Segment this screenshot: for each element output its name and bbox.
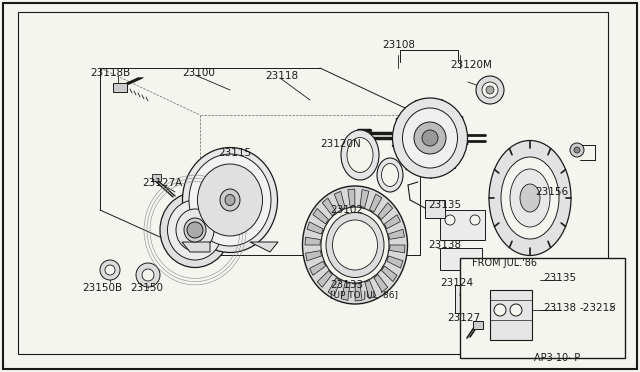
Ellipse shape xyxy=(520,184,540,212)
Circle shape xyxy=(476,76,504,104)
Polygon shape xyxy=(305,237,321,245)
Ellipse shape xyxy=(501,157,559,239)
Bar xyxy=(490,290,532,340)
Text: -23215: -23215 xyxy=(580,303,617,313)
Polygon shape xyxy=(334,191,345,209)
Text: 23115: 23115 xyxy=(218,148,251,158)
Polygon shape xyxy=(390,245,405,253)
Circle shape xyxy=(105,265,115,275)
Polygon shape xyxy=(310,261,326,275)
Circle shape xyxy=(414,122,446,154)
Text: [UP TO JUL.'86]: [UP TO JUL.'86] xyxy=(330,292,398,301)
Ellipse shape xyxy=(321,207,389,283)
Polygon shape xyxy=(365,280,376,299)
Polygon shape xyxy=(385,215,401,229)
Ellipse shape xyxy=(347,138,373,173)
Text: 23102: 23102 xyxy=(330,205,363,215)
Polygon shape xyxy=(307,222,323,234)
Ellipse shape xyxy=(377,158,403,192)
Ellipse shape xyxy=(489,141,571,256)
Circle shape xyxy=(494,304,506,316)
Circle shape xyxy=(470,215,480,225)
Text: FROM JUL.'86: FROM JUL.'86 xyxy=(472,258,537,268)
Polygon shape xyxy=(360,190,369,208)
Bar xyxy=(152,174,161,181)
Text: 23118B: 23118B xyxy=(90,68,131,78)
Polygon shape xyxy=(317,271,332,287)
Text: 23150: 23150 xyxy=(130,283,163,293)
Ellipse shape xyxy=(392,98,467,178)
Ellipse shape xyxy=(225,195,235,205)
Circle shape xyxy=(574,147,580,153)
Ellipse shape xyxy=(160,192,230,267)
Bar xyxy=(460,258,625,358)
Circle shape xyxy=(136,263,160,287)
Text: 23133: 23133 xyxy=(330,280,363,290)
Text: 23127: 23127 xyxy=(447,313,480,323)
Ellipse shape xyxy=(333,220,378,270)
Circle shape xyxy=(422,130,438,146)
Circle shape xyxy=(486,86,494,94)
Polygon shape xyxy=(369,194,382,212)
Bar xyxy=(473,321,483,329)
Text: 23120M: 23120M xyxy=(450,60,492,70)
Ellipse shape xyxy=(176,209,214,251)
Circle shape xyxy=(460,290,470,300)
Text: 23100: 23100 xyxy=(182,68,215,78)
Ellipse shape xyxy=(182,148,278,253)
Text: 23156: 23156 xyxy=(535,187,568,197)
Polygon shape xyxy=(355,283,362,301)
Circle shape xyxy=(100,260,120,280)
Circle shape xyxy=(482,82,498,98)
Polygon shape xyxy=(374,275,388,292)
Ellipse shape xyxy=(341,130,379,180)
Text: 23150B: 23150B xyxy=(82,283,122,293)
Ellipse shape xyxy=(326,212,384,278)
Polygon shape xyxy=(323,198,336,215)
Circle shape xyxy=(570,143,584,157)
Text: 23135: 23135 xyxy=(543,273,576,283)
Bar xyxy=(425,200,445,218)
Polygon shape xyxy=(387,256,403,268)
Text: 23118: 23118 xyxy=(265,71,298,81)
Ellipse shape xyxy=(510,169,550,227)
Polygon shape xyxy=(328,278,340,296)
Text: 23108: 23108 xyxy=(382,40,415,50)
Polygon shape xyxy=(313,208,328,224)
Circle shape xyxy=(187,222,203,238)
Ellipse shape xyxy=(198,164,262,236)
Bar xyxy=(113,83,127,92)
Text: 23138: 23138 xyxy=(543,303,576,313)
Polygon shape xyxy=(182,242,210,252)
Ellipse shape xyxy=(403,108,458,168)
Text: AP3 10· P: AP3 10· P xyxy=(534,353,580,363)
Polygon shape xyxy=(305,251,321,261)
Bar xyxy=(455,285,493,313)
Circle shape xyxy=(445,215,455,225)
Polygon shape xyxy=(381,266,397,282)
Polygon shape xyxy=(388,229,404,239)
Polygon shape xyxy=(341,282,350,301)
Bar xyxy=(440,210,485,240)
Text: 23138: 23138 xyxy=(428,240,461,250)
Ellipse shape xyxy=(381,164,399,186)
Ellipse shape xyxy=(303,186,408,304)
Text: 23127A: 23127A xyxy=(142,178,182,188)
Polygon shape xyxy=(348,189,355,206)
Ellipse shape xyxy=(168,200,223,260)
Bar xyxy=(440,248,482,270)
Ellipse shape xyxy=(184,218,206,242)
Circle shape xyxy=(510,304,522,316)
Circle shape xyxy=(142,269,154,281)
Polygon shape xyxy=(378,203,393,219)
Polygon shape xyxy=(250,242,278,252)
Ellipse shape xyxy=(189,154,271,246)
Text: 23124: 23124 xyxy=(440,278,473,288)
Ellipse shape xyxy=(220,189,240,211)
Text: 23120N: 23120N xyxy=(320,139,361,149)
Text: 23135: 23135 xyxy=(428,200,461,210)
